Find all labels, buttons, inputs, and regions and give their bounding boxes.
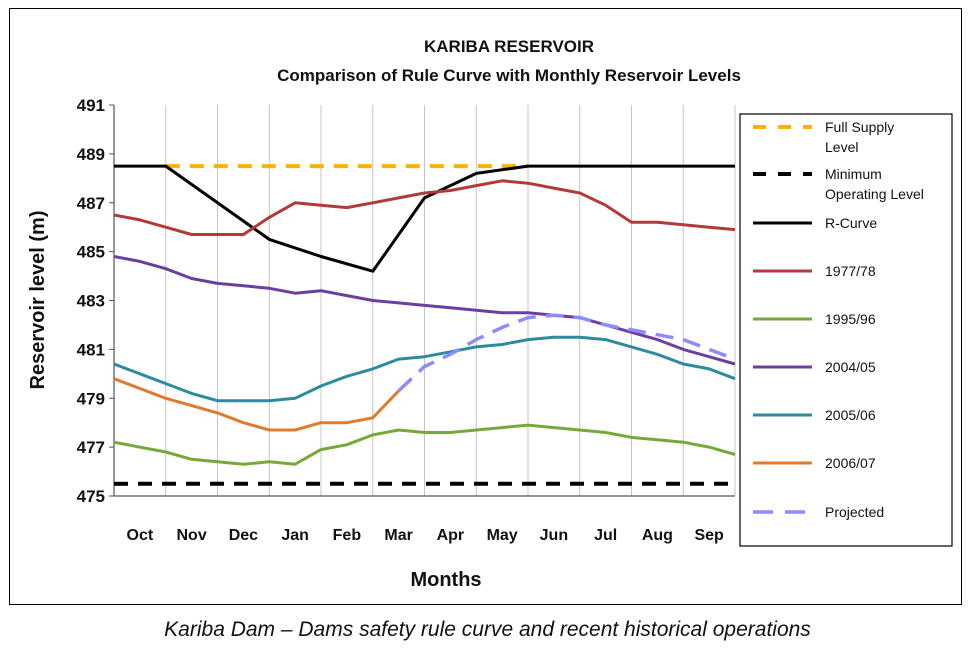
x-tick-label: Mar [384, 527, 412, 544]
series-line-2004-05 [113, 255, 736, 366]
legend-label: Level [825, 139, 858, 155]
chart-subtitle: Comparison of Rule Curve with Monthly Re… [277, 66, 741, 85]
legend-label: Full Supply [825, 119, 894, 135]
series-line-2005-06 [113, 335, 736, 403]
x-tick-label: Jul [594, 527, 617, 544]
reservoir-chart: KARIBA RESERVOIR Comparison of Rule Curv… [27, 37, 953, 591]
series-line-1995-96 [113, 423, 736, 466]
y-axis-title: Reservoir level (m) [27, 211, 49, 390]
y-tick-label: 479 [77, 389, 105, 408]
plot-area: 475 477 479 481 483 485 487 489 491 Oct Nov Dec Jan F… [77, 96, 736, 544]
series-line-2006-07 [113, 377, 400, 432]
y-tick-label: 477 [77, 438, 105, 457]
x-axis-title: Months [410, 569, 481, 591]
y-tick-label: 489 [77, 145, 105, 164]
x-tick-label: Jan [281, 527, 309, 544]
legend-box [739, 113, 953, 547]
x-tick-label: Jun [540, 527, 568, 544]
y-tick-label: 485 [77, 243, 105, 262]
legend-label: R-Curve [825, 215, 877, 231]
legend-label: 2004/05 [825, 359, 876, 375]
series-line-1977-78 [113, 179, 736, 236]
y-tick-label: 483 [77, 292, 105, 311]
x-tick-label: May [487, 527, 518, 544]
series-line-projected [397, 313, 736, 393]
y-tick-label: 487 [77, 194, 105, 213]
chart-title: KARIBA RESERVOIR [424, 37, 594, 56]
y-tick-label: 475 [77, 487, 105, 506]
x-tick-label: Feb [333, 527, 362, 544]
legend-label: Minimum [825, 166, 882, 182]
legend-label: 2006/07 [825, 455, 876, 471]
legend-label: Operating Level [825, 186, 924, 202]
x-tick-label: Nov [177, 527, 207, 544]
y-tick-label: 481 [77, 340, 105, 359]
x-tick-label: Oct [127, 527, 154, 544]
x-tick-label: Aug [642, 527, 673, 544]
legend-label: Projected [825, 504, 884, 520]
legend: Full Supply Level Minimum Operating Level R-… [739, 113, 953, 547]
legend-label: 1995/96 [825, 311, 876, 327]
figure-caption: Kariba Dam – Dams safety rule curve and … [164, 618, 811, 641]
x-tick-label: Dec [229, 527, 258, 544]
x-tick-label: Sep [694, 527, 724, 544]
legend-label: 2005/06 [825, 407, 876, 423]
x-tick-label: Apr [437, 527, 465, 544]
legend-label: 1977/78 [825, 263, 876, 279]
y-tick-label: 491 [77, 96, 105, 115]
